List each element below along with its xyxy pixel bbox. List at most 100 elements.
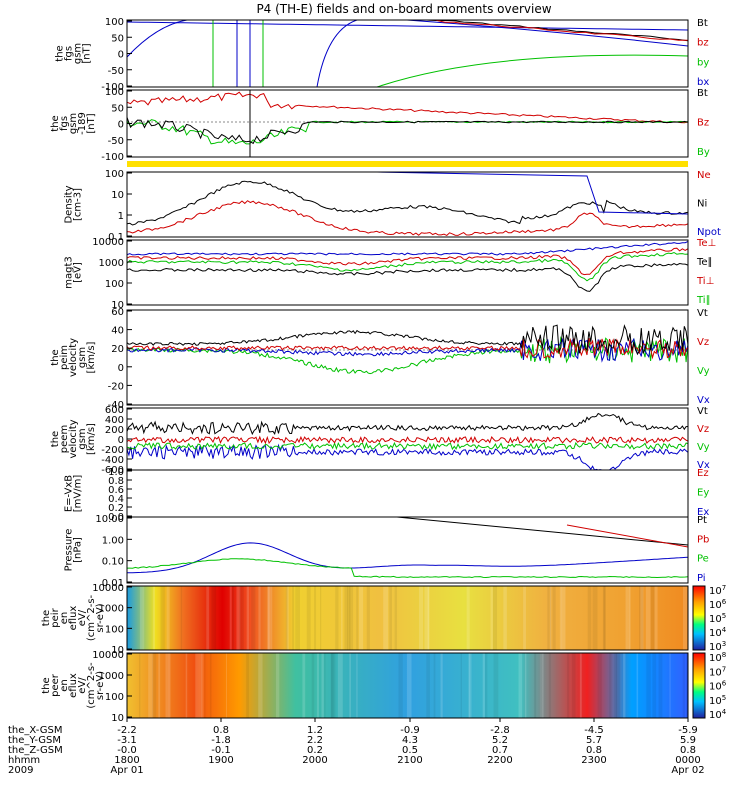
ylabel-line: gsm [73,43,84,64]
x-tick-value: -1.8 [211,735,231,746]
ylabel-line: gsm [77,347,88,368]
yellow-band [127,161,688,167]
x-tick-value: -3.1 [117,735,137,746]
ylabel-line: fgs [59,116,70,131]
ylabel-line: the [41,677,52,693]
ylabel-line: Pressure [64,529,75,572]
legend-pressure-0: Pt [697,515,707,526]
y-tick-label: 0.6 [108,485,124,496]
x-tick-value: 2200 [487,755,512,766]
legend-fgs2-0: Bt [697,88,708,99]
y-tick-label: 0.0 [108,512,124,523]
x-row-label: 2009 [8,765,33,776]
legend-peem-2: Vy [697,442,710,453]
ylabel-line: [km/s] [86,423,97,455]
legend-temp-0: Te⊥ [696,238,716,249]
y-tick-label: 10 [111,645,124,656]
x-tick-value: 5.2 [492,735,508,746]
x-tick-value: 2300 [581,755,606,766]
x-row-label: the_Y-GSM [8,735,61,746]
panel-fgs2-frame [126,89,689,158]
ylabel-line: [nT] [86,113,97,133]
panel-peir: 10710610510410310000100010010thepeirenef… [41,583,727,656]
legend-pressure-3: Pi [697,573,706,584]
panel-peer-frame [126,652,689,719]
x-tick-value: 5.7 [586,735,602,746]
x-row-label: hhmm [8,755,40,766]
x-tick-value: -0.1 [211,745,231,756]
y-tick-label: 10 [111,713,124,724]
ylabel-line: gsm [77,428,88,449]
y-tick-label: 0 [118,363,124,374]
peer-colorbar [692,652,706,719]
panel-pressure-frame [126,516,689,584]
ylabel-line: eflux [68,606,79,631]
panel-pressure-plot [127,517,688,579]
ylabel-line: velocity [68,338,79,377]
x-tick-value: 0.8 [586,745,602,756]
panel-temp-frame [126,239,689,306]
x-tick-value: 5.9 [680,735,696,746]
colorbar-label: 106 [709,598,727,611]
legend-pressure-2: Pe [697,554,709,565]
ylabel-line: peem [59,425,70,453]
x-row-label: the_X-GSM [8,725,62,736]
ylabel-line: E=-VxB [64,475,75,512]
y-tick-label: 100 [105,692,124,703]
panel-temp-plot [127,241,688,292]
legend-fgs2-1: Bz [697,118,709,129]
panels: 100500-50-100thefgsgsm[nT]Btbzbybx100500… [41,17,727,724]
panel-density-plot [127,172,688,236]
legend-efield-1: Ey [697,488,709,499]
panel-fgs-frame [126,19,689,88]
ylabel-line: [nPa] [73,537,84,563]
legend-fgs-1: bz [697,38,709,49]
ylabel-line: en [59,612,70,625]
ylabel-line: the [50,349,61,365]
colorbar-label: 104 [709,626,727,639]
y-tick-label: 0.8 [108,476,124,487]
ylabel-line: peer [50,673,61,697]
ylabel-line: (cm^2-s- [86,662,97,709]
ylabel-line: [mV/m] [73,475,84,513]
ylabel-line: the [41,610,52,626]
ylabel-line: sr-eV) [95,603,106,632]
y-tick-label: 100 [105,17,124,28]
y-tick-label: 10000 [92,237,124,248]
x-tick-value: -2.8 [490,725,510,736]
x-tick-value: Apr 02 [671,765,704,776]
panel-efield: 1.00.80.60.40.20.0 E=-VxB[mV/m] Ez Ey Ex [64,467,710,523]
x-tick-value: 0000 [675,755,700,766]
y-tick-label: 100 [105,624,124,635]
y-tick-label: 400 [105,415,124,426]
y-tick-label: 60 [111,307,124,318]
legend-density-1: Ni [697,199,707,210]
x-tick-value: -5.9 [678,725,698,736]
ylabel-line: [nT] [82,43,93,63]
y-tick-label: 0 [118,120,124,131]
y-tick-label: 10 [111,300,124,311]
y-tick-label: 40 [111,326,124,337]
panel-temp-ylabel: magt3[eV] [64,256,84,289]
legend-efield-0: Ez [697,468,709,479]
panel-peir-frame [126,585,689,651]
ylabel-line: the [55,45,66,61]
ylabel-line: [cm-3] [73,188,84,221]
panel-efield-frame [126,469,689,518]
legend-temp-2: Ti⊥ [696,276,714,287]
pt-line [396,517,688,546]
colorbar-label: 107 [709,584,726,597]
ylabel-line: (cm^2-s- [86,594,97,641]
x-tick-value: 2000 [302,755,327,766]
legend-fgs-3: bx [697,77,709,88]
ylabel-line: sr-eV) [95,671,106,700]
y-tick-label: 10000 [92,650,124,661]
x-tick-value: 2.2 [307,735,323,746]
y-tick-label: 0 [118,435,124,446]
x-tick-value: 1900 [208,755,233,766]
